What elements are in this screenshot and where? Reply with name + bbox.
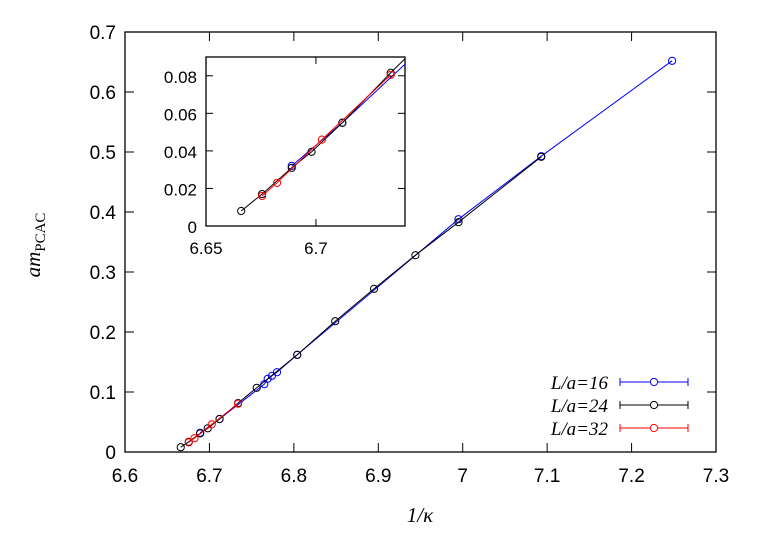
y-tick-label: 0.3 xyxy=(90,263,116,284)
data-point-L/a=16 xyxy=(272,368,282,377)
series-group xyxy=(176,56,677,452)
plot-frame xyxy=(124,31,717,453)
x-tick-label: 6.8 xyxy=(281,466,307,487)
series-line-L/a=16 xyxy=(291,63,405,167)
x-tick-label: 7.1 xyxy=(534,466,560,487)
data-point-L/a=16 xyxy=(455,10,462,17)
y-tick-label: 0.1 xyxy=(90,383,116,404)
x-tick-label: 6.6 xyxy=(112,466,138,487)
y-tick-label: 0.08 xyxy=(164,68,197,87)
data-point-L/a=16 xyxy=(464,0,471,1)
series-line-L/a=32 xyxy=(188,403,239,443)
data-point-L/a=24 xyxy=(307,147,316,156)
legend: L/a=16L/a=24L/a=32 xyxy=(550,373,689,440)
data-point-L/a=16 xyxy=(263,374,272,383)
y-tick-label: 0.02 xyxy=(164,180,197,199)
legend-label: L/a=32 xyxy=(550,419,609,440)
data-point-L/a=32 xyxy=(386,70,395,79)
data-point-L/a=32 xyxy=(257,191,267,201)
y-tick-label: 0.4 xyxy=(90,203,117,224)
data-point-L/a=24 xyxy=(176,443,185,452)
inset-plot: 6.65 6.7 0 0.02 0.04 0.06 0.08 xyxy=(164,0,471,258)
x-tick-label: 7 xyxy=(457,466,468,487)
data-point-L/a=24 xyxy=(435,21,442,28)
inset-background xyxy=(206,57,405,226)
x-tick-label: 6.7 xyxy=(304,239,328,258)
data-point-L/a=24 xyxy=(196,429,205,438)
series-line-L/a=24 xyxy=(240,57,405,212)
main-plot: 6.6 6.7 6.8 6.9 7 7.1 7.2 7.3 0 0.1 0.2 0.3 0.4 0.5 0.… xyxy=(90,23,730,487)
series-group xyxy=(237,0,471,216)
y-axis-label: amPCAC xyxy=(21,213,49,278)
data-point-L/a=24 xyxy=(215,414,224,424)
x-tick-label: 7.3 xyxy=(703,466,729,487)
data-point-L/a=32 xyxy=(234,399,243,408)
legend-label: L/a=16 xyxy=(550,373,609,394)
legend-label: L/a=24 xyxy=(550,396,609,417)
data-point-L/a=24 xyxy=(537,152,546,161)
data-point-L/a=32 xyxy=(317,135,326,144)
data-point-L/a=32 xyxy=(190,434,199,443)
y-tick-label: 0.6 xyxy=(90,83,116,104)
x-tick-label: 7.2 xyxy=(618,466,644,487)
data-point-L/a=16 xyxy=(667,56,677,65)
data-point-L/a=32 xyxy=(184,438,193,447)
y-tick-label: 0.04 xyxy=(164,143,197,162)
y-tick-label: 0.2 xyxy=(90,323,116,344)
legend-marker xyxy=(649,377,659,387)
x-tick-label: 6.7 xyxy=(196,466,222,487)
legend-marker xyxy=(649,400,659,410)
x-axis-label: 1/κ xyxy=(407,503,434,527)
plot-frame xyxy=(205,56,406,227)
y-tick-label: 0 xyxy=(188,218,197,237)
data-point-L/a=24 xyxy=(454,218,463,227)
x-tick-label: 6.65 xyxy=(189,239,222,258)
data-point-L/a=24 xyxy=(338,118,347,127)
data-point-L/a=24 xyxy=(369,284,379,293)
y-tick-label: 0.5 xyxy=(90,143,116,164)
y-tick-label: 0 xyxy=(105,443,116,464)
data-point-L/a=24 xyxy=(293,350,302,359)
series-line-L/a=32 xyxy=(261,74,392,197)
data-point-L/a=24 xyxy=(411,251,420,260)
svg-text:amPCAC: amPCAC xyxy=(21,213,49,278)
data-point-L/a=24 xyxy=(287,163,296,172)
x-tick-label: 6.9 xyxy=(365,466,391,487)
data-point-L/a=24 xyxy=(386,68,395,77)
data-point-L/a=32 xyxy=(272,178,282,187)
legend-marker xyxy=(649,423,659,433)
data-point-L/a=32 xyxy=(207,420,216,429)
data-point-L/a=24 xyxy=(252,383,261,392)
y-tick-label: 0.7 xyxy=(90,23,116,44)
data-point-L/a=24 xyxy=(237,206,246,216)
data-point-L/a=24 xyxy=(331,317,340,326)
y-tick-label: 0.06 xyxy=(164,105,197,124)
